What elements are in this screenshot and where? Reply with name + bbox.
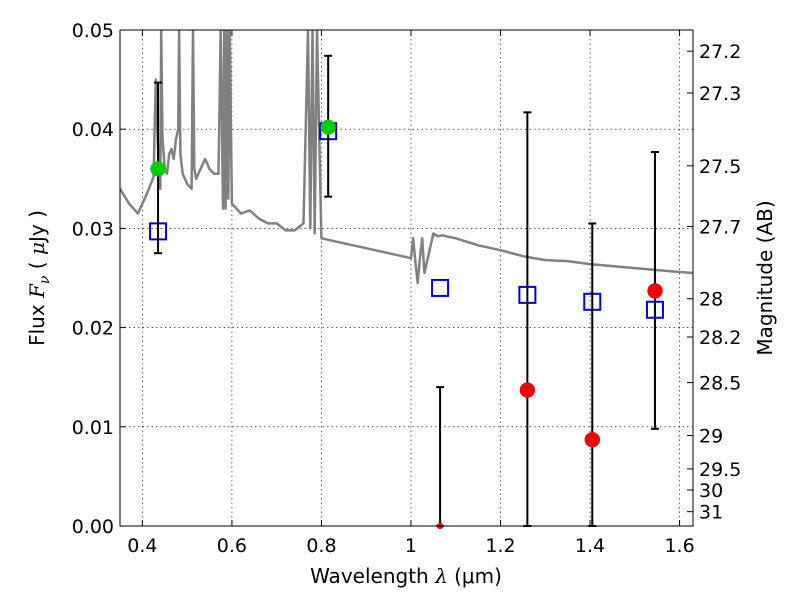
model-spectrum-line <box>120 30 693 285</box>
marker-layer <box>149 54 664 530</box>
x-tick-label: 1.4 <box>575 535 605 557</box>
y2-tick-label: 28.5 <box>699 373 741 395</box>
y2-axis-label: Magnitude (AB) <box>753 200 777 355</box>
observed-flux-point <box>584 431 601 448</box>
y2-tick-label: 29 <box>699 426 723 448</box>
y-axis-label: Flux Fν ( μJy ) <box>25 210 53 346</box>
plot-frame <box>119 29 694 527</box>
y2-tick-label: 28 <box>699 289 723 311</box>
x-tick-label: 1.6 <box>664 535 694 557</box>
y2-tick-label: 29.5 <box>699 459 741 481</box>
y-tick-label: 0.05 <box>72 20 114 42</box>
y-tick-label: 0.04 <box>72 119 114 141</box>
plot-background <box>120 30 693 526</box>
y2-tick-label: 31 <box>699 502 723 524</box>
y2-tick-label: 27.5 <box>699 156 741 178</box>
model-flux-square <box>431 278 450 297</box>
y-tick-label: 0.00 <box>72 516 114 538</box>
y-tick-label: 0.02 <box>72 318 114 340</box>
x-tick-label: 0.6 <box>217 535 247 557</box>
y2-tick-label: 30 <box>699 480 723 502</box>
ticks: 0.4 0.6 0.8 1 1.2 1.4 1.6 0.00 0.01 0.02 0.03 0.04 0… <box>72 20 742 557</box>
y-tick-label: 0.01 <box>72 417 114 439</box>
x-tick-label: 1 <box>405 535 417 557</box>
y2-tick-label: 27.3 <box>699 83 741 105</box>
observed-flux-point <box>320 119 336 135</box>
observed-flux-point <box>150 161 166 177</box>
data-layer <box>120 30 693 285</box>
y2-tick-label: 27.2 <box>699 41 741 63</box>
x-tick-label: 1.2 <box>485 535 515 557</box>
y-tick-label: 0.03 <box>72 218 114 240</box>
x-tick-label: 0.8 <box>306 535 336 557</box>
x-tick-label: 0.4 <box>127 535 157 557</box>
x-axis-label: Wavelength λ (μm) <box>310 564 502 588</box>
observed-flux-point <box>647 283 663 299</box>
observed-flux-point <box>519 382 536 398</box>
y2-tick-label: 28.2 <box>699 327 741 349</box>
y2-tick-label: 27.7 <box>699 216 741 238</box>
